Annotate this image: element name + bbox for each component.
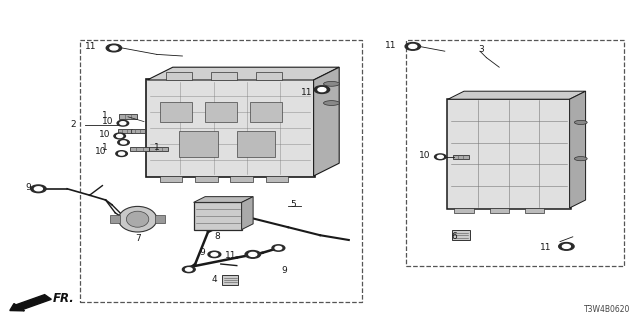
Ellipse shape xyxy=(118,206,157,232)
Text: 5: 5 xyxy=(290,200,296,209)
Circle shape xyxy=(120,122,126,125)
Bar xyxy=(160,176,182,182)
Bar xyxy=(119,114,137,119)
Text: 10: 10 xyxy=(102,117,114,126)
Bar xyxy=(118,129,132,133)
Bar xyxy=(195,176,218,182)
Text: 1: 1 xyxy=(154,143,159,152)
Ellipse shape xyxy=(127,211,148,227)
Text: 9: 9 xyxy=(25,183,31,192)
Bar xyxy=(205,102,237,122)
Bar xyxy=(490,208,509,213)
Text: 9: 9 xyxy=(199,248,205,257)
Bar xyxy=(166,72,192,80)
Text: 6: 6 xyxy=(451,232,457,241)
Bar xyxy=(452,230,470,240)
Polygon shape xyxy=(448,91,586,99)
Bar xyxy=(454,208,474,213)
Bar xyxy=(250,102,282,122)
Circle shape xyxy=(118,140,129,145)
Circle shape xyxy=(437,155,444,158)
Text: 11: 11 xyxy=(225,252,237,260)
Bar xyxy=(131,129,145,133)
Bar xyxy=(223,275,238,285)
Circle shape xyxy=(208,251,221,258)
Circle shape xyxy=(35,187,42,191)
Circle shape xyxy=(116,151,127,156)
Text: 9: 9 xyxy=(282,266,287,275)
Text: 7: 7 xyxy=(135,234,140,243)
Text: 3: 3 xyxy=(479,45,484,54)
Polygon shape xyxy=(194,196,253,203)
Bar xyxy=(525,208,544,213)
Text: 8: 8 xyxy=(215,232,220,241)
Ellipse shape xyxy=(323,81,339,86)
Circle shape xyxy=(275,246,282,250)
FancyBboxPatch shape xyxy=(447,99,571,209)
Circle shape xyxy=(110,46,118,50)
Text: FR.: FR. xyxy=(52,292,74,305)
Text: 4: 4 xyxy=(212,276,218,284)
Bar xyxy=(453,155,468,159)
Text: 11: 11 xyxy=(84,42,96,51)
Text: 1: 1 xyxy=(102,143,108,152)
Bar xyxy=(194,202,242,230)
Text: 1: 1 xyxy=(102,111,108,120)
Circle shape xyxy=(182,266,195,273)
Circle shape xyxy=(563,244,570,248)
Ellipse shape xyxy=(575,156,588,161)
Circle shape xyxy=(409,44,417,48)
FancyBboxPatch shape xyxy=(146,79,315,177)
Circle shape xyxy=(272,245,285,251)
Circle shape xyxy=(405,43,420,50)
Bar xyxy=(237,131,275,157)
Polygon shape xyxy=(147,67,339,80)
Ellipse shape xyxy=(323,100,339,106)
Circle shape xyxy=(435,154,446,160)
Ellipse shape xyxy=(575,120,588,124)
Polygon shape xyxy=(314,67,339,176)
Polygon shape xyxy=(570,91,586,208)
Circle shape xyxy=(31,185,46,193)
Circle shape xyxy=(249,252,257,256)
Circle shape xyxy=(116,134,123,138)
Circle shape xyxy=(211,253,218,256)
Bar xyxy=(256,72,282,80)
Bar xyxy=(211,72,237,80)
Text: T3W4B0620: T3W4B0620 xyxy=(584,305,630,314)
Circle shape xyxy=(314,86,330,93)
Text: 2: 2 xyxy=(70,120,76,129)
Circle shape xyxy=(318,88,326,92)
Bar xyxy=(266,176,288,182)
Bar xyxy=(406,40,624,266)
Text: 11: 11 xyxy=(301,88,312,97)
Bar xyxy=(230,176,253,182)
Bar xyxy=(160,102,192,122)
FancyArrow shape xyxy=(10,295,51,311)
Text: 11: 11 xyxy=(540,243,552,252)
Circle shape xyxy=(106,44,122,52)
Circle shape xyxy=(186,268,192,271)
Circle shape xyxy=(118,152,125,155)
Text: 10: 10 xyxy=(95,148,107,156)
Text: 10: 10 xyxy=(99,130,110,139)
Bar xyxy=(179,131,218,157)
Bar xyxy=(149,147,168,151)
Text: 10: 10 xyxy=(419,151,430,160)
Circle shape xyxy=(114,133,125,139)
Circle shape xyxy=(245,251,260,258)
Bar xyxy=(155,215,165,223)
Circle shape xyxy=(117,120,129,126)
Circle shape xyxy=(559,243,574,250)
Bar xyxy=(130,147,149,151)
Polygon shape xyxy=(242,196,253,230)
Text: 11: 11 xyxy=(385,41,397,50)
Bar xyxy=(80,40,362,302)
Bar xyxy=(110,215,120,223)
Circle shape xyxy=(120,141,127,144)
